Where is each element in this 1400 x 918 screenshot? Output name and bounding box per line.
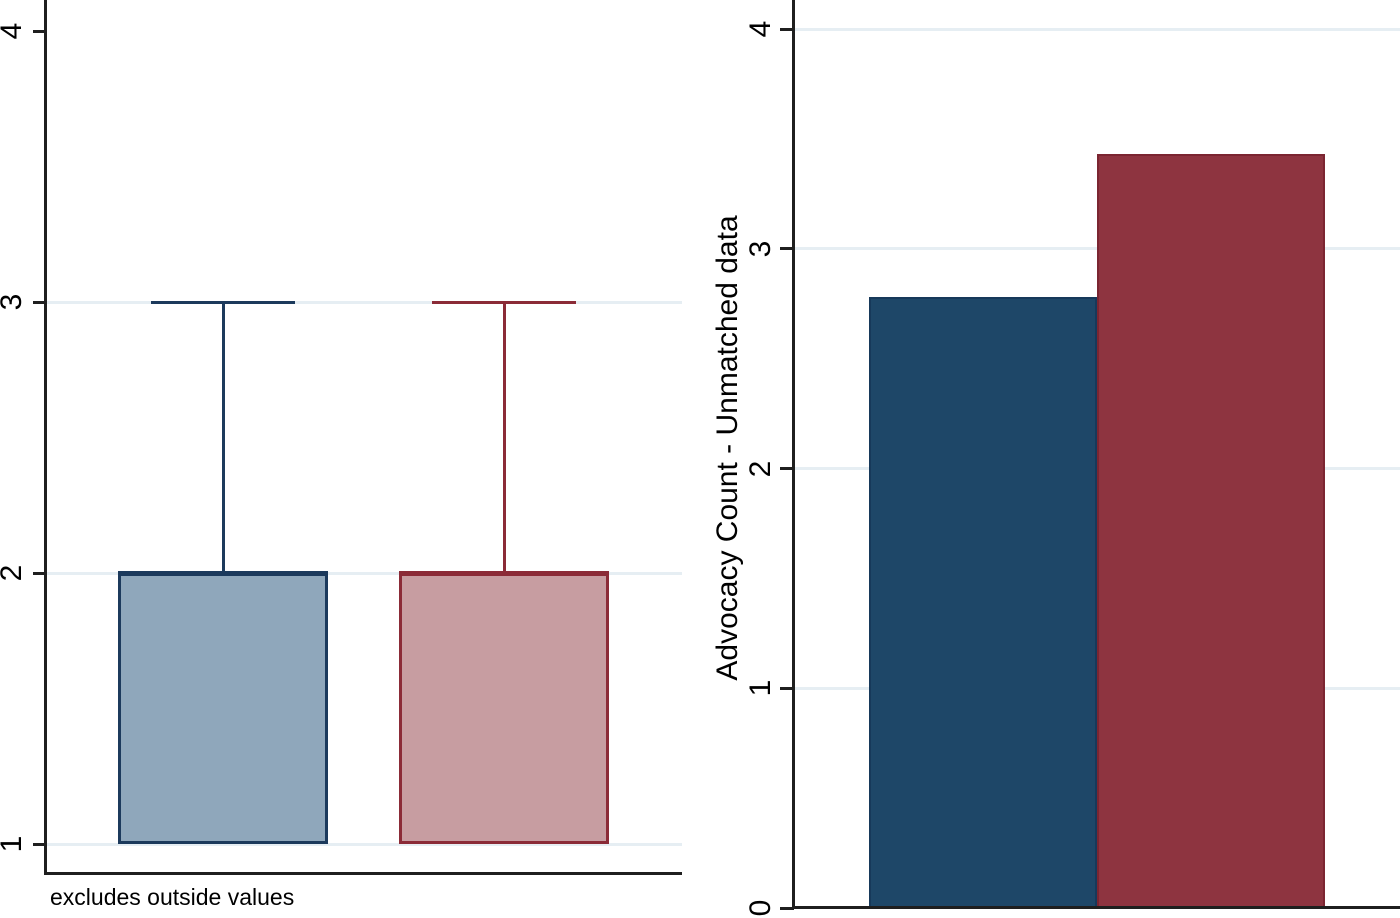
y-tick — [33, 571, 46, 575]
box-blue-median-line — [118, 571, 328, 575]
gridline — [794, 686, 1400, 690]
box-red-whisker-cap — [432, 300, 576, 304]
y-tick-label: 0 — [744, 899, 777, 917]
box-blue-whisker-stem — [221, 302, 225, 573]
barchart-x-axis — [792, 906, 1400, 909]
gridline — [46, 571, 682, 575]
y-tick-label: 4 — [744, 20, 777, 38]
y-tick-label: 1 — [0, 836, 28, 853]
y-tick — [780, 27, 794, 31]
box-red-median-line — [399, 571, 609, 575]
bar-red — [1097, 154, 1325, 909]
y-tick-label: 4 — [0, 23, 28, 40]
y-tick-label: 3 — [0, 294, 28, 311]
barchart-y-axis — [792, 0, 795, 909]
barchart-y-axis-title: Advocacy Count - Unmatched data — [711, 215, 744, 681]
gridline — [794, 247, 1400, 251]
box-blue-whisker-cap — [151, 300, 295, 304]
bar-blue — [869, 297, 1097, 909]
box-blue — [118, 573, 328, 844]
y-tick — [780, 686, 794, 690]
y-tick — [780, 906, 794, 910]
y-tick — [780, 467, 794, 470]
y-tick-label: 2 — [0, 565, 28, 582]
gridline — [46, 842, 682, 846]
y-tick-label: 2 — [744, 460, 777, 477]
boxplot-y-axis — [44, 0, 47, 875]
gridline — [794, 467, 1400, 470]
y-tick-label: 1 — [744, 679, 777, 697]
y-tick — [33, 842, 46, 846]
y-tick-label: 3 — [744, 240, 777, 258]
box-red — [399, 573, 609, 844]
boxplot-x-axis — [44, 872, 682, 875]
y-tick — [780, 247, 794, 251]
y-tick — [33, 300, 46, 304]
gridline — [46, 300, 682, 304]
boxplot-note: excludes outside values — [50, 884, 295, 910]
y-tick — [33, 29, 46, 33]
box-red-whisker-stem — [502, 302, 506, 573]
gridline — [794, 27, 1400, 31]
